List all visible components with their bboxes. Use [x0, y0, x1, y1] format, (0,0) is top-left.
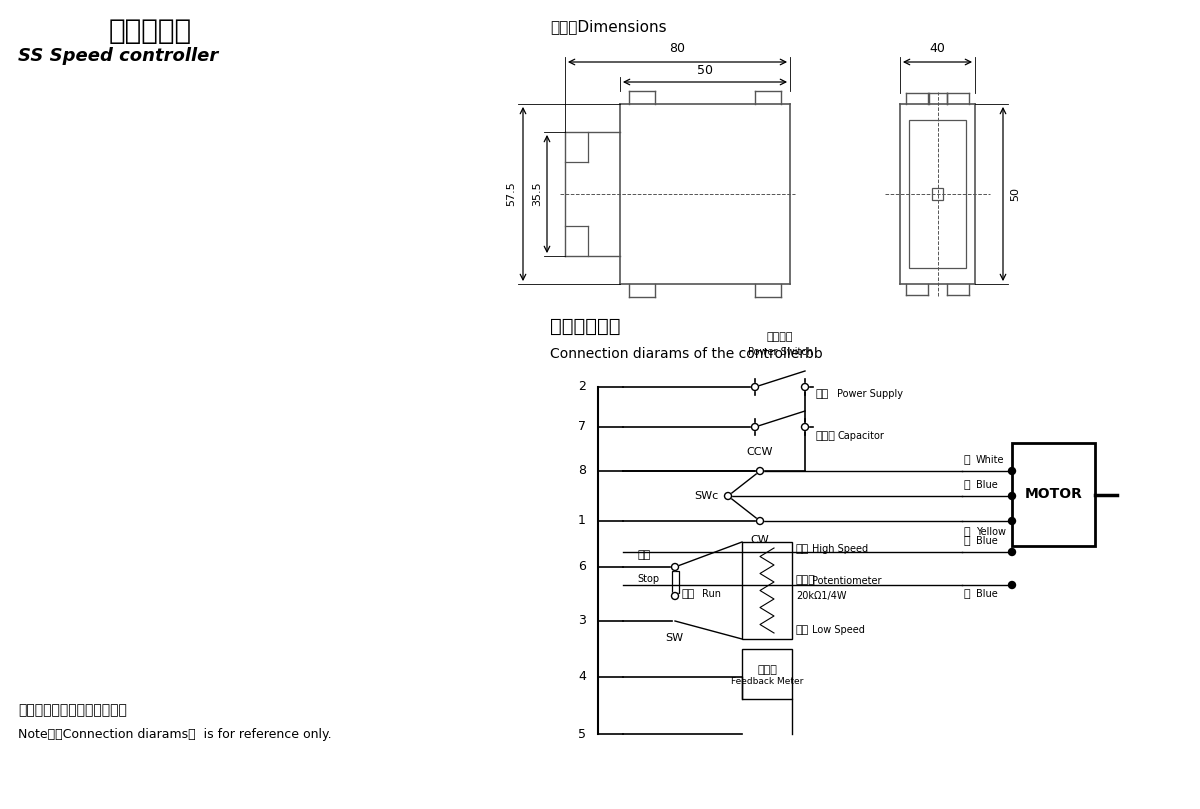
- Text: Connection diarams of the controllerbb: Connection diarams of the controllerbb: [550, 347, 823, 361]
- Text: SW: SW: [665, 633, 683, 643]
- Bar: [1012, 443, 1096, 546]
- Bar: [672, 570, 678, 592]
- Text: 速度控制器: 速度控制器: [108, 17, 192, 45]
- Text: 1: 1: [578, 515, 586, 527]
- Circle shape: [1008, 549, 1015, 556]
- Text: SS Speed controller: SS Speed controller: [18, 47, 218, 65]
- Text: 35.5: 35.5: [532, 182, 542, 206]
- Text: Capacitor: Capacitor: [838, 431, 884, 441]
- Circle shape: [725, 493, 732, 499]
- Text: Run: Run: [702, 589, 721, 599]
- Circle shape: [802, 383, 809, 391]
- Text: SWc: SWc: [694, 491, 718, 501]
- Text: 電源: 電源: [815, 389, 828, 399]
- Text: Blue: Blue: [976, 480, 997, 490]
- Text: CW: CW: [751, 535, 769, 545]
- Circle shape: [1008, 493, 1015, 499]
- Text: 3: 3: [578, 615, 586, 628]
- Text: MOTOR: MOTOR: [1025, 488, 1082, 502]
- Bar: [910, 120, 966, 268]
- Text: CCW: CCW: [746, 447, 773, 457]
- Text: 電源開關: 電源開關: [767, 332, 793, 342]
- Text: 50: 50: [697, 64, 713, 77]
- Text: White: White: [976, 455, 1004, 465]
- Text: 藍: 藍: [964, 589, 971, 599]
- Circle shape: [1008, 468, 1015, 475]
- Circle shape: [751, 383, 758, 391]
- Text: 80: 80: [670, 42, 685, 55]
- Circle shape: [1008, 518, 1015, 524]
- Text: 6: 6: [578, 561, 586, 574]
- Text: Low Speed: Low Speed: [812, 625, 865, 635]
- Text: 白: 白: [964, 455, 971, 465]
- Text: 注：以上「接線圖」僅供參考: 注：以上「接線圖」僅供參考: [18, 703, 127, 717]
- Circle shape: [802, 423, 809, 430]
- Text: 4: 4: [578, 671, 586, 684]
- Text: Blue: Blue: [976, 536, 997, 546]
- Text: Blue: Blue: [976, 589, 997, 599]
- Text: 57.5: 57.5: [506, 182, 516, 206]
- Text: Yellow: Yellow: [976, 527, 1006, 537]
- Text: Power Supply: Power Supply: [838, 389, 904, 399]
- Circle shape: [756, 468, 763, 475]
- Text: Stop: Stop: [637, 574, 659, 584]
- Text: Potentiometer: Potentiometer: [812, 575, 882, 586]
- Text: 5: 5: [578, 727, 586, 740]
- Text: 藍: 藍: [964, 536, 971, 546]
- Bar: [931, 188, 943, 200]
- Text: Power Switch: Power Switch: [748, 347, 812, 357]
- Text: 迡轉計: 迡轉計: [757, 665, 776, 675]
- Bar: [742, 542, 792, 639]
- Circle shape: [1008, 582, 1015, 588]
- Text: 20kΩ1/4W: 20kΩ1/4W: [796, 591, 846, 602]
- Text: Note：「Connection diarams」  is for reference only.: Note：「Connection diarams」 is for referen…: [18, 728, 331, 741]
- Text: 2: 2: [578, 380, 586, 393]
- Circle shape: [751, 423, 758, 430]
- Text: 40: 40: [930, 42, 946, 55]
- Text: 電容器: 電容器: [815, 431, 835, 441]
- Text: 停止: 停止: [637, 550, 650, 560]
- Bar: [742, 649, 792, 699]
- Text: 7: 7: [578, 421, 586, 434]
- Text: 高速: 高速: [796, 544, 809, 554]
- Text: Feedback Meter: Feedback Meter: [731, 676, 803, 685]
- Text: 藍: 藍: [964, 480, 971, 490]
- Text: 黃: 黃: [964, 527, 971, 537]
- Text: 電位計: 電位計: [796, 575, 816, 586]
- Circle shape: [672, 592, 678, 599]
- Text: 控制器接線圖: 控制器接線圖: [550, 317, 620, 336]
- Text: 8: 8: [578, 464, 586, 477]
- Text: High Speed: High Speed: [812, 544, 868, 554]
- Circle shape: [672, 564, 678, 570]
- Circle shape: [756, 518, 763, 524]
- Text: 低速: 低速: [796, 625, 809, 635]
- Text: 50: 50: [1010, 187, 1020, 201]
- Text: 運轉: 運轉: [682, 589, 695, 599]
- Text: 尺寸圖Dimensions: 尺寸圖Dimensions: [550, 19, 667, 34]
